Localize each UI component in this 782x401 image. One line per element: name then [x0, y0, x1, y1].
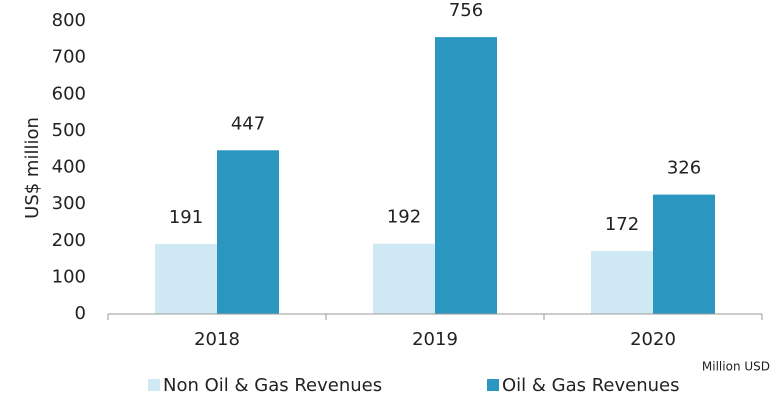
y-tick-label: 200 — [52, 230, 86, 251]
bar — [217, 150, 279, 314]
y-tick-label: 800 — [52, 10, 86, 31]
data-label: 326 — [667, 158, 701, 179]
data-label: 191 — [169, 207, 203, 228]
y-tick-label: 100 — [52, 266, 86, 287]
legend-label: Oil & Gas Revenues — [502, 375, 680, 396]
bar — [591, 251, 653, 314]
x-tick-label: 2018 — [194, 329, 240, 350]
data-label: 172 — [605, 214, 639, 235]
y-tick-label: 700 — [52, 47, 86, 68]
bar — [653, 194, 715, 314]
y-tick-label: 300 — [52, 193, 86, 214]
y-tick-label: 500 — [52, 120, 86, 141]
y-tick-label: 400 — [52, 157, 86, 178]
x-tick-label: 2020 — [630, 329, 676, 350]
bar — [435, 37, 497, 315]
legend-swatch — [148, 379, 160, 391]
legend-swatch — [487, 379, 499, 391]
legend-label: Non Oil & Gas Revenues — [163, 375, 382, 396]
data-label: 192 — [387, 207, 421, 228]
note: Million USD — [702, 360, 770, 374]
y-tick-label: 0 — [75, 303, 86, 324]
data-label: 756 — [449, 0, 483, 21]
bar — [373, 243, 435, 314]
y-tick-label: 600 — [52, 83, 86, 104]
bar — [155, 244, 217, 314]
data-label: 447 — [231, 113, 265, 134]
x-tick-label: 2019 — [412, 329, 458, 350]
y-axis-label: US$ million — [22, 117, 43, 219]
